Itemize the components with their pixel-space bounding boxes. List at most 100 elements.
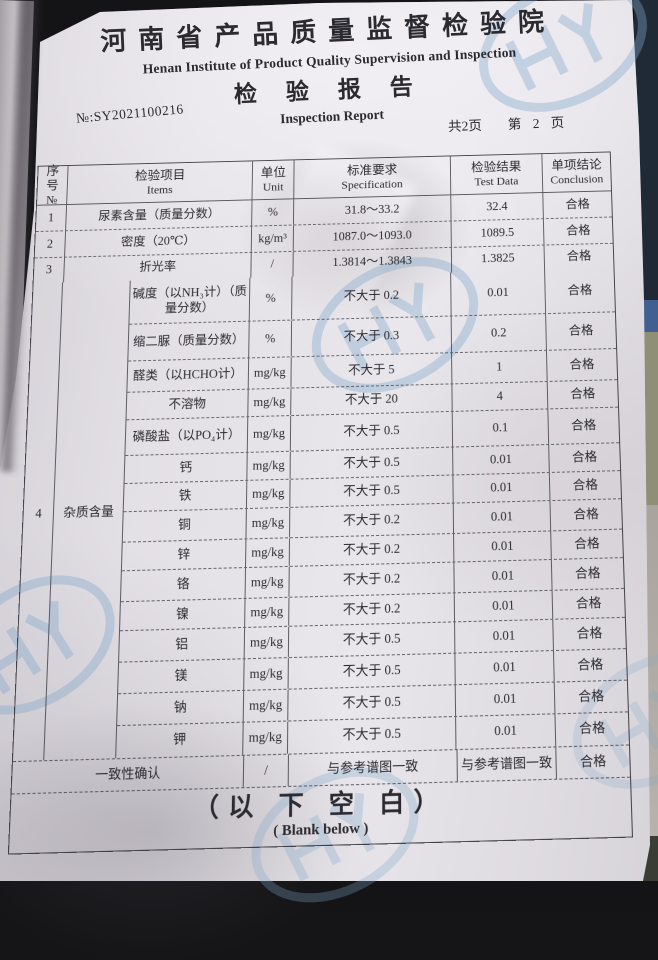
cell-unit: mg/kg [248,388,292,417]
cell-result: 1 [452,350,548,384]
cell-spec: 与参考谱图一致 [288,750,458,786]
cell-result: 32.4 [450,193,545,221]
inspection-table: 序号 № 检验项目 Items 单位 Unit 标准要求 Specificati… [7,151,634,855]
cell-item: 钙 [124,452,248,484]
col-conclusion-zh: 单项结论 [551,157,602,173]
cell-spec: 不大于 0.5 [288,685,457,721]
cell-conclusion: 合格 [567,282,593,297]
cell-unit: / [251,251,294,278]
cell-item: 钠 [117,690,245,726]
cell-conclusion: 合格 [565,197,590,211]
cell-spec: 不大于 0.5 [288,653,456,689]
cell-result: 0.01 [455,682,556,716]
cell-item: 镍 [120,598,246,631]
cell-item: 铬 [120,568,247,602]
institute-watermark-icon [0,535,151,754]
cell-result: 0.01 [451,270,547,316]
cell-conclusion: 合格 [568,323,594,338]
cell-item: 锌 [121,539,247,571]
col-header-conclusion: 单项结论 Conclusion [543,152,611,192]
cell-item: 磷酸盐（以PO₄计） [125,417,249,456]
cell-conclusion: 合格 [570,386,596,401]
col-spec-zh: 标准要求 [346,162,398,178]
col-items-en: Items [146,182,173,197]
cell-spec: 不大于 0.5 [290,475,454,507]
cell-conclusion: 合格 [578,688,605,704]
cell-unit: % [249,320,293,358]
cell-unit: % [249,276,293,321]
cell-spec: 不大于 0.5 [290,447,454,479]
cell-spec: 不大于 0.2 [289,562,455,597]
cell-result: 0.01 [454,590,554,622]
cell-unit: mg/kg [246,538,291,568]
institute-watermark-icon [278,219,511,432]
cell-conclusion: 合格 [574,565,601,581]
cell-unit: mg/kg [243,721,289,755]
col-unit-zh: 单位 [260,165,287,180]
inspection-table-wrap: 序号 № 检验项目 Items 单位 Unit 标准要求 Specificati… [7,151,635,855]
cell-result: 0.01 [455,651,555,685]
cell-spec: 不大于 0.2 [289,593,456,626]
col-header-items: 检验项目 Items [67,161,254,205]
current-page: 第 2 页 [507,114,569,133]
cell-spec: 不大于 0.5 [288,622,456,658]
cell-item: 铁 [123,480,248,512]
cell-conclusion: 合格 [569,357,595,372]
cell-spec: 不大于 5 [291,353,453,388]
impurity-group-row: 4 杂质含量 碱度（以NH₃计）（质量分数） % 不大于 0.2 0.01 合格 [12,268,629,763]
cell-result: 0.2 [451,314,547,353]
cell-no: 3 [33,257,65,284]
cell-result: 0.01 [453,501,552,533]
cell-conclusion: 合格 [570,417,597,433]
cell-item: 铝 [119,627,246,662]
col-no-zh: 序号 [45,163,60,193]
col-header-no: 序号 № [36,163,69,207]
cell-unit: / [244,754,290,788]
cell-conclusion: 合格 [578,720,606,737]
cell-spec: 不大于 0.2 [290,503,455,538]
cell-item: 铜 [122,509,247,542]
cell-result: 0.01 [454,531,552,562]
cell-conclusion: 合格 [575,595,602,611]
cell-conclusion: 合格 [572,477,599,493]
cell-no: 2 [34,231,66,258]
cell-unit: kg/m³ [251,225,295,252]
cell-result: 1089.5 [451,219,545,247]
cell-unit: mg/kg [244,658,289,690]
cell-item: 缩二脲（质量分数） [128,321,250,361]
cell-unit: mg/kg [248,357,292,389]
cell-unit: mg/kg [243,689,289,722]
cell-item: 醛类（以HCHO计） [127,358,250,392]
cell-result: 与参考谱图一致 [457,747,558,782]
col-header-spec: 标准要求 Specification [294,156,451,199]
cell-result: 0.1 [452,409,550,447]
cell-spec: 不大于 20 [291,384,453,416]
cell-unit: mg/kg [244,626,290,659]
cell-item: 密度（20℃） [64,226,253,257]
institute-watermark-icon [538,612,658,828]
cell-result: 0.01 [456,714,557,750]
cell-item: 钾 [116,722,244,759]
blank-below-zh: （以 下 空 白） [193,788,449,824]
cell-spec: 不大于 0.2 [292,272,452,320]
cell-result: 0.01 [453,472,551,503]
col-spec-en: Specification [341,177,403,192]
cell-no: 1 [35,204,67,232]
blank-below-en: ( Blank below ) [273,820,369,840]
cell-item: 碱度（以NH₃计）（质量分数） [129,277,251,324]
cell-result: 4 [452,381,549,411]
cell-conclusion: 合格 [565,223,591,238]
cell-conclusion: 合格 [574,535,600,551]
cell-unit: mg/kg [246,479,291,509]
institute-watermark-icon [447,0,658,150]
cell-spec: 不大于 0.3 [291,316,453,357]
cell-item: 一致性确认 [11,755,245,794]
cell-item: 镁 [118,659,245,694]
cell-conclusion: 合格 [573,506,599,522]
col-result-zh: 检验结果 [470,159,522,175]
cell-spec: 1087.0～1093.0 [293,221,452,251]
cell-result: 1.3825 [451,245,546,273]
total-pages: 共2页 [447,117,483,135]
cell-conclusion: 合格 [579,753,607,770]
col-result-en: Test Data [474,174,519,189]
